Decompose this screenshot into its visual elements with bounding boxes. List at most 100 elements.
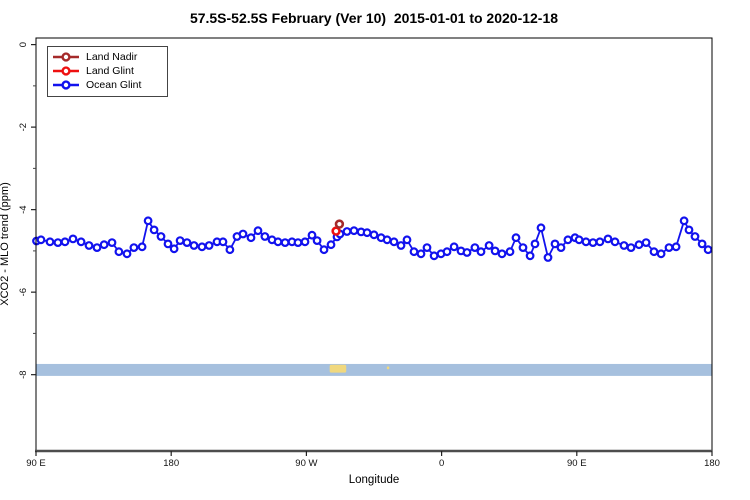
ocean-glint-point [525, 251, 535, 261]
ocean-glint-point [563, 235, 573, 245]
ocean-glint-point [149, 225, 159, 235]
ocean-glint-point [369, 230, 379, 240]
ocean-glint-point [442, 247, 452, 257]
ocean-glint-point [490, 246, 500, 256]
ocean-glint-point [218, 237, 228, 247]
ocean-glint-point [349, 226, 359, 236]
ocean-glint-point [122, 249, 132, 259]
ocean-glint-point [129, 243, 139, 253]
ocean-glint-point [197, 242, 207, 252]
ocean-glint-point [396, 241, 406, 250]
ocean-glint-point [619, 241, 629, 250]
ocean-glint-point [543, 253, 553, 262]
ocean-glint-point [649, 247, 659, 257]
x-tick-label: 180 [704, 458, 720, 469]
ocean-glint-point [550, 239, 560, 249]
ocean-glint-point [36, 235, 46, 245]
ocean-glint-point [402, 235, 412, 245]
y-tick-label: -4 [18, 205, 29, 213]
ocean-glint-point [409, 247, 419, 257]
ocean-glint-point [156, 232, 166, 241]
land-glint-point [331, 226, 341, 236]
y-tick-label: -2 [18, 123, 29, 131]
ocean-glint-point [610, 237, 620, 247]
ocean-glint-point [684, 225, 694, 235]
ocean-glint-point [462, 248, 472, 257]
ocean-glint-point [225, 245, 235, 255]
ocean-glint-point [416, 249, 426, 259]
ocean-glint-point [679, 216, 689, 226]
legend-label-land-nadir: Land Nadir [86, 51, 138, 63]
ocean-glint-point [470, 243, 480, 253]
y-axis-label: XCO2 - MLO trend (ppm) [0, 182, 11, 306]
x-axis-label: Longitude [348, 474, 400, 486]
ocean-glint-point [518, 243, 528, 253]
ocean-glint-point [280, 238, 290, 248]
ocean-glint-point [476, 247, 486, 257]
ocean-glint-point [204, 241, 214, 250]
map-strip-land-patch [386, 366, 390, 370]
ocean-glint-point [382, 235, 392, 245]
ocean-glint-point [307, 230, 317, 240]
y-tick-label: 0 [18, 42, 29, 47]
map-strip-ocean-band [36, 363, 712, 376]
ocean-glint-point [530, 239, 540, 249]
ocean-glint-point [697, 239, 707, 249]
y-tick-label: -8 [18, 370, 29, 378]
ocean-glint-point [92, 243, 102, 253]
ocean-glint-point [312, 236, 322, 246]
ocean-glint-point [511, 233, 521, 243]
ocean-glint-point [690, 232, 700, 241]
ocean-glint-point [362, 228, 372, 238]
ocean-glint-swatch-icon [53, 80, 79, 90]
ocean-glint-point [497, 249, 507, 259]
ocean-glint-point [603, 234, 613, 244]
plot-frame [35, 37, 713, 452]
ocean-glint-point [536, 223, 546, 233]
ocean-glint-point [68, 234, 78, 244]
ocean-glint-point [389, 237, 399, 247]
ocean-glint-point [137, 242, 147, 252]
chart-title: 57.5S-52.5S February (Ver 10) 2015-01-01… [189, 10, 559, 26]
ocean-glint-point [238, 229, 248, 239]
ocean-glint-point [634, 240, 644, 250]
x-tick-label: 180 [163, 458, 179, 469]
ocean-glint-point [429, 251, 439, 261]
ocean-glint-point [641, 238, 651, 248]
ocean-glint-point [84, 241, 94, 250]
ocean-glint-point [189, 241, 199, 250]
ocean-glint-point [246, 233, 256, 243]
ocean-glint-point [342, 227, 352, 236]
legend-label-ocean-glint: Ocean Glint [86, 79, 142, 91]
legend-label-land-glint: Land Glint [86, 65, 134, 77]
map-strip-land-patch [329, 364, 347, 373]
ocean-glint-point [293, 238, 303, 248]
ocean-glint-point [76, 237, 86, 247]
ocean-glint-point [163, 239, 173, 249]
ocean-glint-point [260, 232, 270, 241]
ocean-glint-point [656, 249, 666, 259]
ocean-glint-point [143, 216, 153, 226]
ocean-glint-point [664, 243, 674, 253]
ocean-glint-point [169, 244, 179, 254]
ocean-glint-point [53, 238, 63, 248]
ocean-glint-point [99, 240, 109, 250]
x-tick-label: 0 [439, 458, 444, 469]
ocean-glint-point [326, 240, 336, 250]
ocean-glint-point [45, 237, 55, 247]
x-tick-label: 90 E [26, 458, 46, 469]
y-tick-label: -6 [18, 288, 29, 296]
x-tick-label: 90 E [567, 458, 587, 469]
ocean-glint-point [175, 236, 185, 246]
ocean-glint-point [253, 226, 263, 236]
ocean-glint-point [556, 243, 566, 253]
ocean-glint-point [574, 235, 584, 245]
ocean-glint-point [671, 242, 681, 252]
ocean-glint-point [60, 237, 70, 247]
ocean-glint-point [595, 237, 605, 247]
ocean-glint-point [505, 247, 515, 257]
ocean-glint-point [422, 243, 432, 253]
legend-item-land-nadir: Land Nadir [52, 50, 167, 64]
ocean-glint-point [484, 241, 494, 250]
